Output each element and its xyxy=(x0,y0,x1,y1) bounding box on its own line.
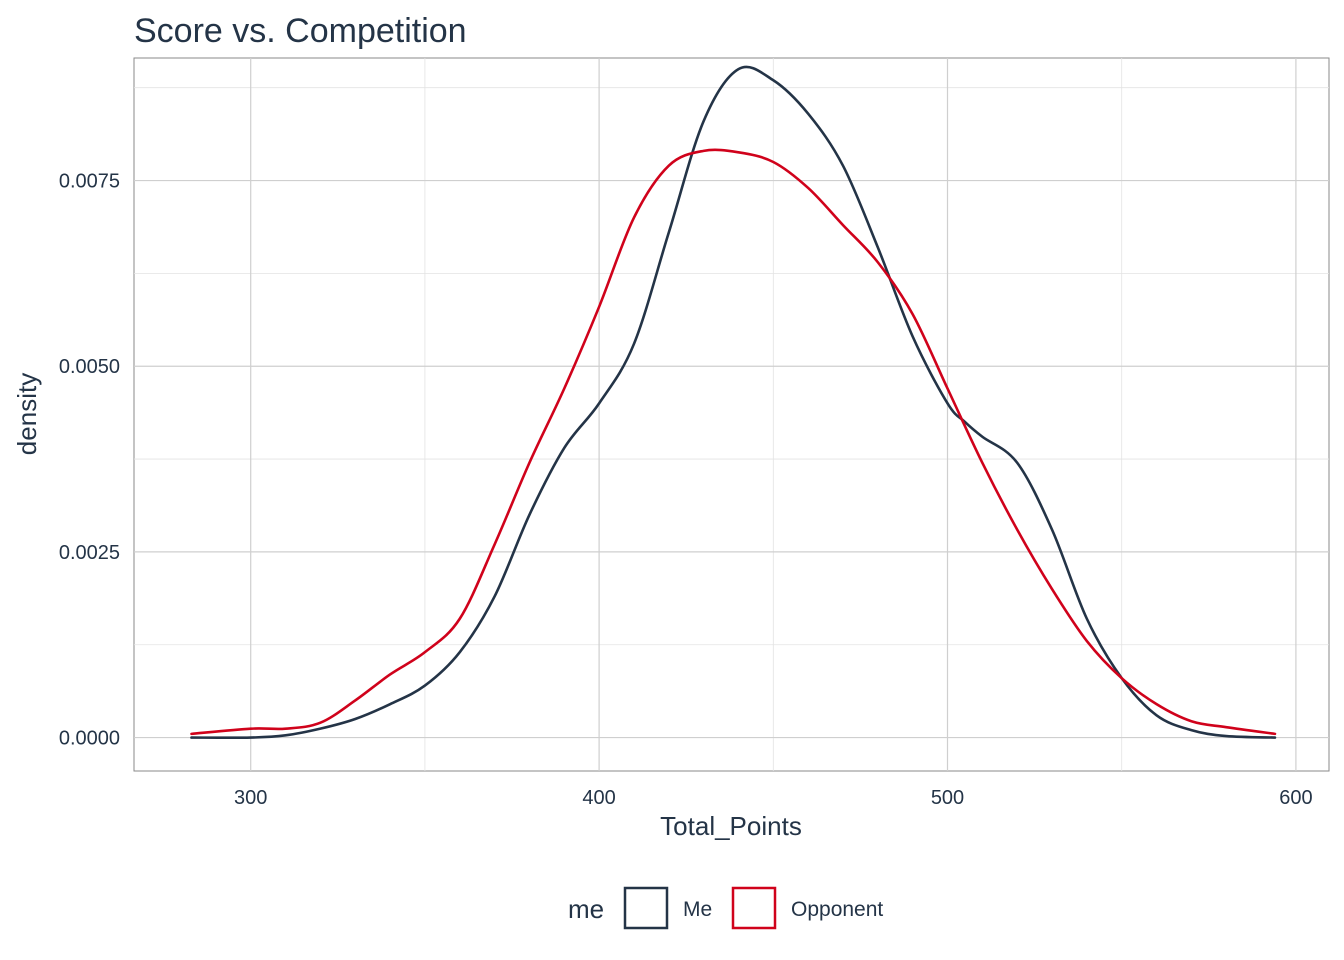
y-tick-label: 0.0025 xyxy=(59,542,120,564)
legend-label-opponent: Opponent xyxy=(791,898,883,921)
y-axis-ticks: 0.0000 0.0025 0.0050 0.0075 xyxy=(59,171,120,750)
legend-label-me: Me xyxy=(683,898,712,921)
x-axis-title: Total_Points xyxy=(660,811,802,841)
y-tick-label: 0.0000 xyxy=(59,728,120,750)
legend-key-me xyxy=(623,886,669,930)
legend-title: me xyxy=(568,894,604,924)
y-tick-label: 0.0050 xyxy=(59,356,120,378)
grid-lines xyxy=(134,58,1329,771)
x-tick-label: 600 xyxy=(1279,787,1312,809)
density-lines xyxy=(190,65,1277,740)
x-tick-label: 500 xyxy=(931,787,964,809)
chart-title: Score vs. Competition xyxy=(134,12,467,50)
y-tick-label: 0.0075 xyxy=(59,171,120,193)
x-axis-ticks: 300 400 500 600 xyxy=(234,787,1313,809)
legend-key-opponent xyxy=(731,886,777,930)
density-line-opponent xyxy=(190,148,1277,736)
density-line-me xyxy=(190,65,1277,740)
x-tick-label: 300 xyxy=(234,787,267,809)
x-tick-label: 400 xyxy=(582,787,615,809)
plot-panel-border xyxy=(133,57,1330,772)
legend: me Me Opponent xyxy=(568,886,883,930)
y-axis-title: density xyxy=(12,373,42,455)
